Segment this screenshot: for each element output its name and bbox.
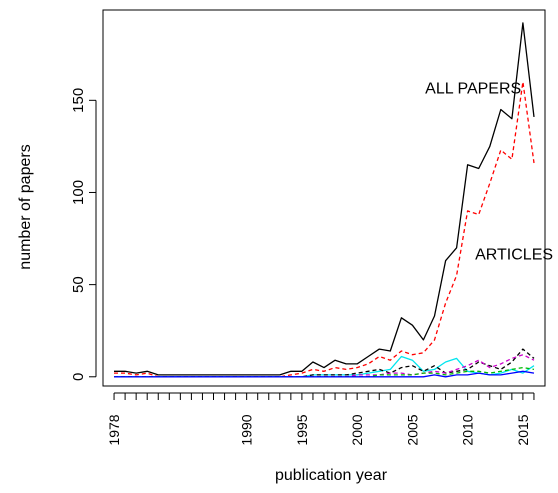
annotation-layer: ALL PAPERS ARTICLES	[425, 80, 553, 263]
x-tick-label: 2015	[515, 414, 531, 445]
series-layer	[114, 22, 535, 378]
x-tick-label: 2010	[460, 414, 476, 445]
y-tick-label: 0	[70, 373, 87, 381]
y-tick-label: 100	[70, 180, 87, 205]
x-tick-label: 2005	[404, 414, 420, 445]
series-line-0	[114, 22, 535, 376]
x-tick-label: 1978	[106, 414, 122, 445]
x-tick-label: 1995	[294, 414, 310, 445]
y-tick-label: 150	[70, 88, 87, 113]
annotation-label: ARTICLES	[475, 246, 553, 263]
plot-frame	[102, 9, 546, 387]
annotation-label: ALL PAPERS	[425, 80, 521, 97]
series-line-3	[114, 348, 535, 378]
series-line-4	[114, 354, 535, 378]
series-line-1	[114, 81, 535, 378]
x-tick-label: 2000	[349, 414, 365, 445]
x-tick-label: 1990	[239, 414, 255, 445]
y-axis-title: number of papers	[17, 144, 34, 269]
series-line-6	[114, 370, 535, 378]
x-axis-title: publication year	[275, 467, 388, 484]
y-tick-label: 50	[70, 276, 87, 293]
axis-layer: 0 50 100 150 1978 1990 1995 2000 2005 2010 2015	[70, 9, 546, 446]
